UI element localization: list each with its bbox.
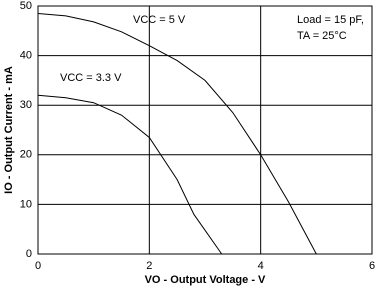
line-series [37, 12, 317, 255]
annotation: TA = 25°C [297, 30, 347, 42]
y-tick-label: 10 [20, 198, 32, 210]
y-tick-label: 20 [20, 149, 32, 161]
y-tick-label: 40 [20, 50, 32, 62]
x-tick-label: 2 [146, 260, 152, 272]
line-series [37, 94, 223, 255]
x-tick-label: 4 [258, 260, 264, 272]
series-label: VCC = 5 V [133, 14, 186, 26]
x-tick-label: 6 [369, 260, 375, 272]
y-tick-label: 30 [20, 99, 32, 111]
x-axis-title: VO - Output Voltage - V [145, 274, 266, 286]
x-tick-label: 0 [35, 260, 41, 272]
series-label: VCC = 3.3 V [60, 72, 122, 84]
y-tick-label: 0 [26, 248, 32, 260]
plot-frame [37, 5, 373, 255]
y-tick-label: 50 [20, 0, 32, 12]
y-axis-title: IO - Output Current - mA [3, 66, 15, 194]
annotation: Load = 15 pF, [297, 14, 364, 26]
